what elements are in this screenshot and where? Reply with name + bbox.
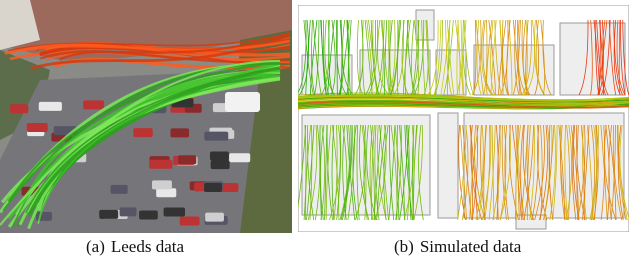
building [438,113,458,218]
car [170,128,189,137]
car [204,183,222,192]
car [229,153,250,162]
figure: {"panels": [{"label": "(a)", "caption": … [0,0,629,261]
car [152,180,172,189]
car [210,152,229,161]
car [156,188,176,197]
panel-caption: Simulated data [420,237,522,256]
panel-label: (a) [86,237,105,256]
car [111,185,128,194]
car [99,210,118,219]
leeds-photo [0,0,292,233]
building [474,45,554,95]
car [164,208,185,217]
car [133,128,152,137]
car [178,155,196,164]
car [204,132,228,141]
car [120,207,137,216]
panel-caption: Leeds data [111,237,184,256]
car [139,211,158,220]
car [83,100,104,109]
car [27,123,48,132]
panel-label: (b) [394,237,414,256]
car [10,104,28,113]
car [211,160,230,169]
car [39,102,62,111]
caption-a: (a) Leeds data [86,237,184,257]
caption-b: (b) Simulated data [394,237,521,257]
van [225,92,260,112]
car [149,160,172,169]
car [205,213,224,222]
simulated-map [298,5,629,232]
car [180,216,200,225]
